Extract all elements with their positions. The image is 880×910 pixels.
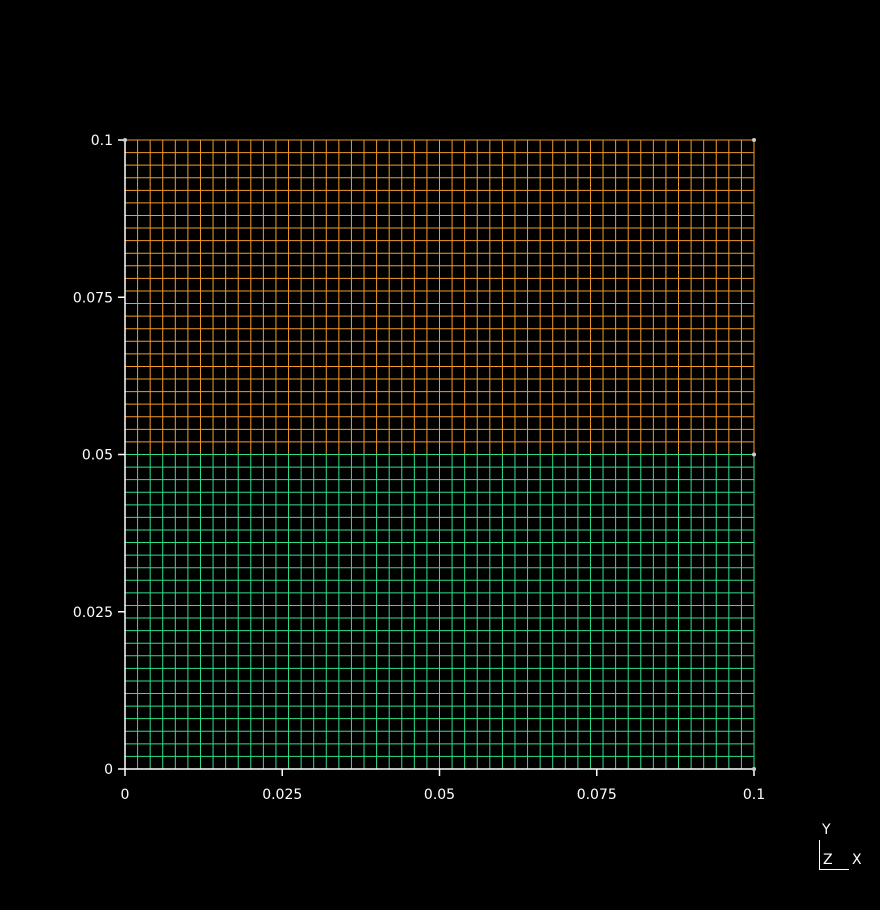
mesh-block-upper: [124, 139, 755, 455]
x-tick-label: 0.05: [424, 787, 455, 803]
axes-orientation-triad: Y Z X: [812, 818, 872, 878]
triad-y-label: Y: [822, 822, 831, 838]
y-tick-label: 0: [104, 762, 113, 778]
y-tick-label: 0.1: [91, 133, 113, 149]
x-tick-label: 0.025: [262, 787, 302, 803]
x-tick-label: 0.075: [577, 787, 617, 803]
y-tick-label: 0.025: [73, 605, 113, 621]
triad-y-axis-line: [819, 840, 820, 869]
triad-x-axis-line: [819, 869, 849, 870]
mesh-corner-node: [752, 138, 756, 142]
mesh-block-lower: [124, 454, 755, 770]
y-tick-label: 0.075: [73, 290, 113, 306]
mesh-corner-node: [752, 452, 756, 457]
triad-x-label: X: [852, 852, 862, 868]
mesh-corner-node: [123, 138, 127, 142]
mesh-corner-node: [752, 767, 756, 771]
x-tick-label: 0.1: [743, 787, 765, 803]
tick-layer: 0 0.025 0.05 0.075 0.1 0 0.025 0.05 0.075 0.1: [73, 133, 765, 803]
x-tick-label: 0: [121, 787, 130, 803]
triad-z-label: Z: [823, 852, 833, 868]
mesh-grid-layer: [124, 139, 755, 770]
node-layer: [123, 138, 756, 771]
y-tick-label: 0.05: [82, 448, 113, 464]
